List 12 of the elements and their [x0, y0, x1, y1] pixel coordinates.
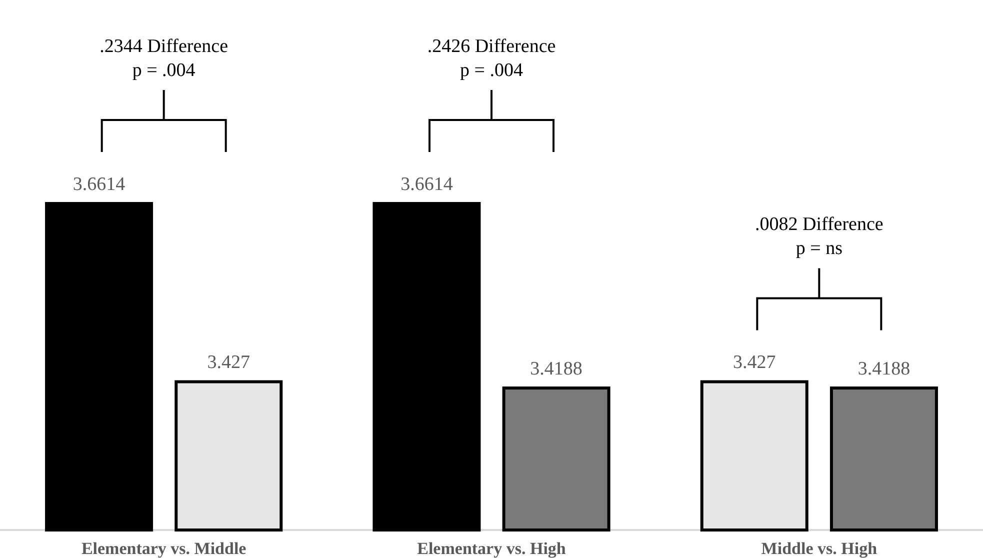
data-label: 3.427 [732, 352, 776, 374]
text: .2426 Difference p = .004 [427, 36, 556, 81]
data-label: 3.4188 [858, 358, 910, 380]
annotation: .0082 Difference p = ns [754, 214, 884, 260]
data-label: 3.6614 [72, 174, 126, 195]
data-label: 3.6614 [400, 174, 454, 195]
x-tick-label: Elementary vs. Middle [81, 539, 247, 558]
x-tick-label: Middle vs. High [761, 539, 878, 558]
text: .2344 Difference p = .004 [100, 36, 228, 81]
x-tick-label: Elementary vs. High [417, 539, 566, 558]
data-label: 3.427 [207, 352, 250, 374]
data-label: 3.4188 [530, 358, 582, 380]
